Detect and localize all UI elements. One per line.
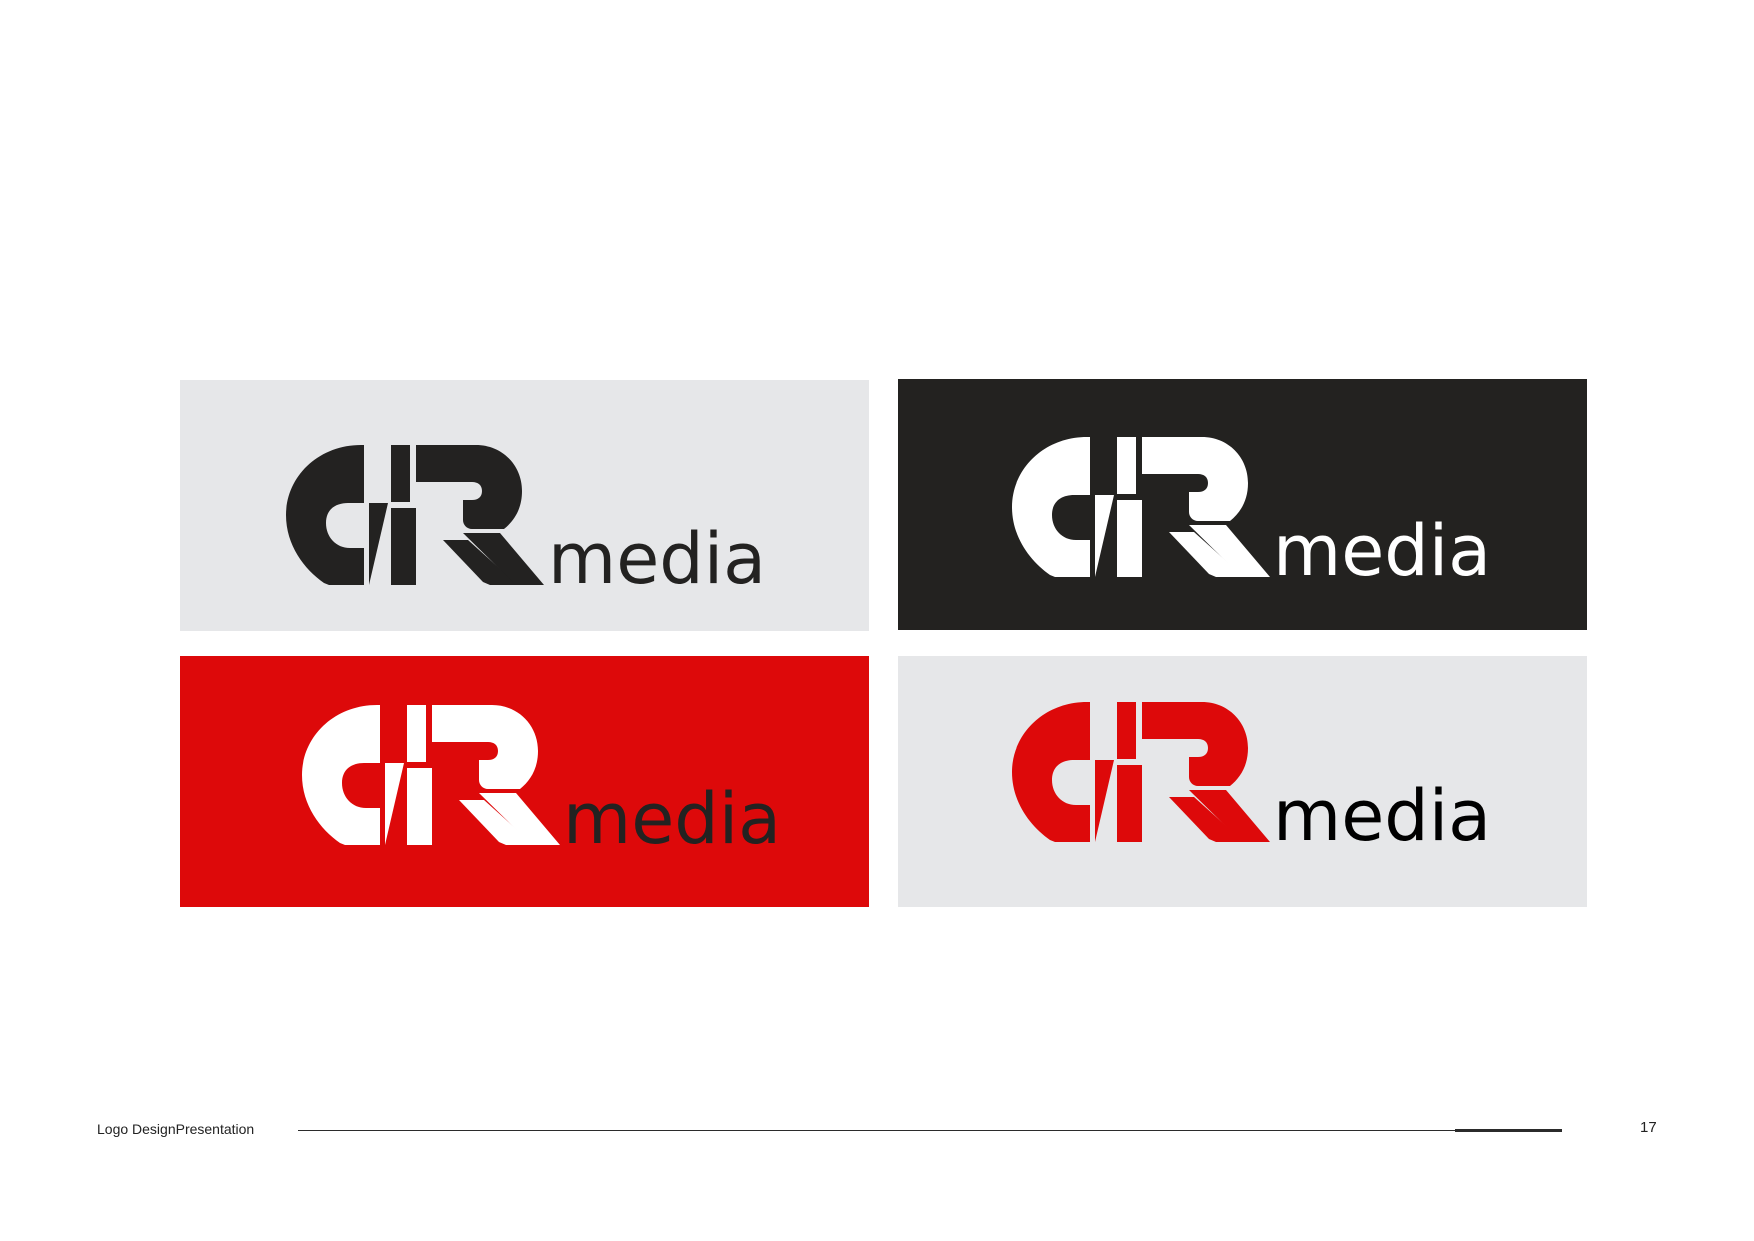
logo-variant-black-on-grey: media — [180, 380, 869, 631]
logo-variant-red-on-grey: media — [898, 656, 1587, 907]
logo-variant-svg: media — [180, 380, 869, 631]
logo-variant-white-on-red: media — [180, 656, 869, 907]
logo-wordmark: media — [563, 778, 781, 860]
logo-variant-svg: media — [898, 379, 1587, 630]
logo-wordmark: media — [548, 518, 766, 600]
logo-variant-svg: media — [180, 656, 869, 907]
page-number: 17 — [1640, 1119, 1657, 1136]
logo-variant-svg: media — [898, 656, 1587, 907]
logo-variant-white-on-black: media — [898, 379, 1587, 630]
logo-wordmark: media — [1273, 510, 1491, 592]
logo-wordmark: media — [1273, 775, 1491, 857]
footer-divider — [298, 1130, 1561, 1131]
footer-title: Logo DesignPresentation — [97, 1121, 255, 1137]
footer-accent-bar — [1455, 1129, 1562, 1132]
